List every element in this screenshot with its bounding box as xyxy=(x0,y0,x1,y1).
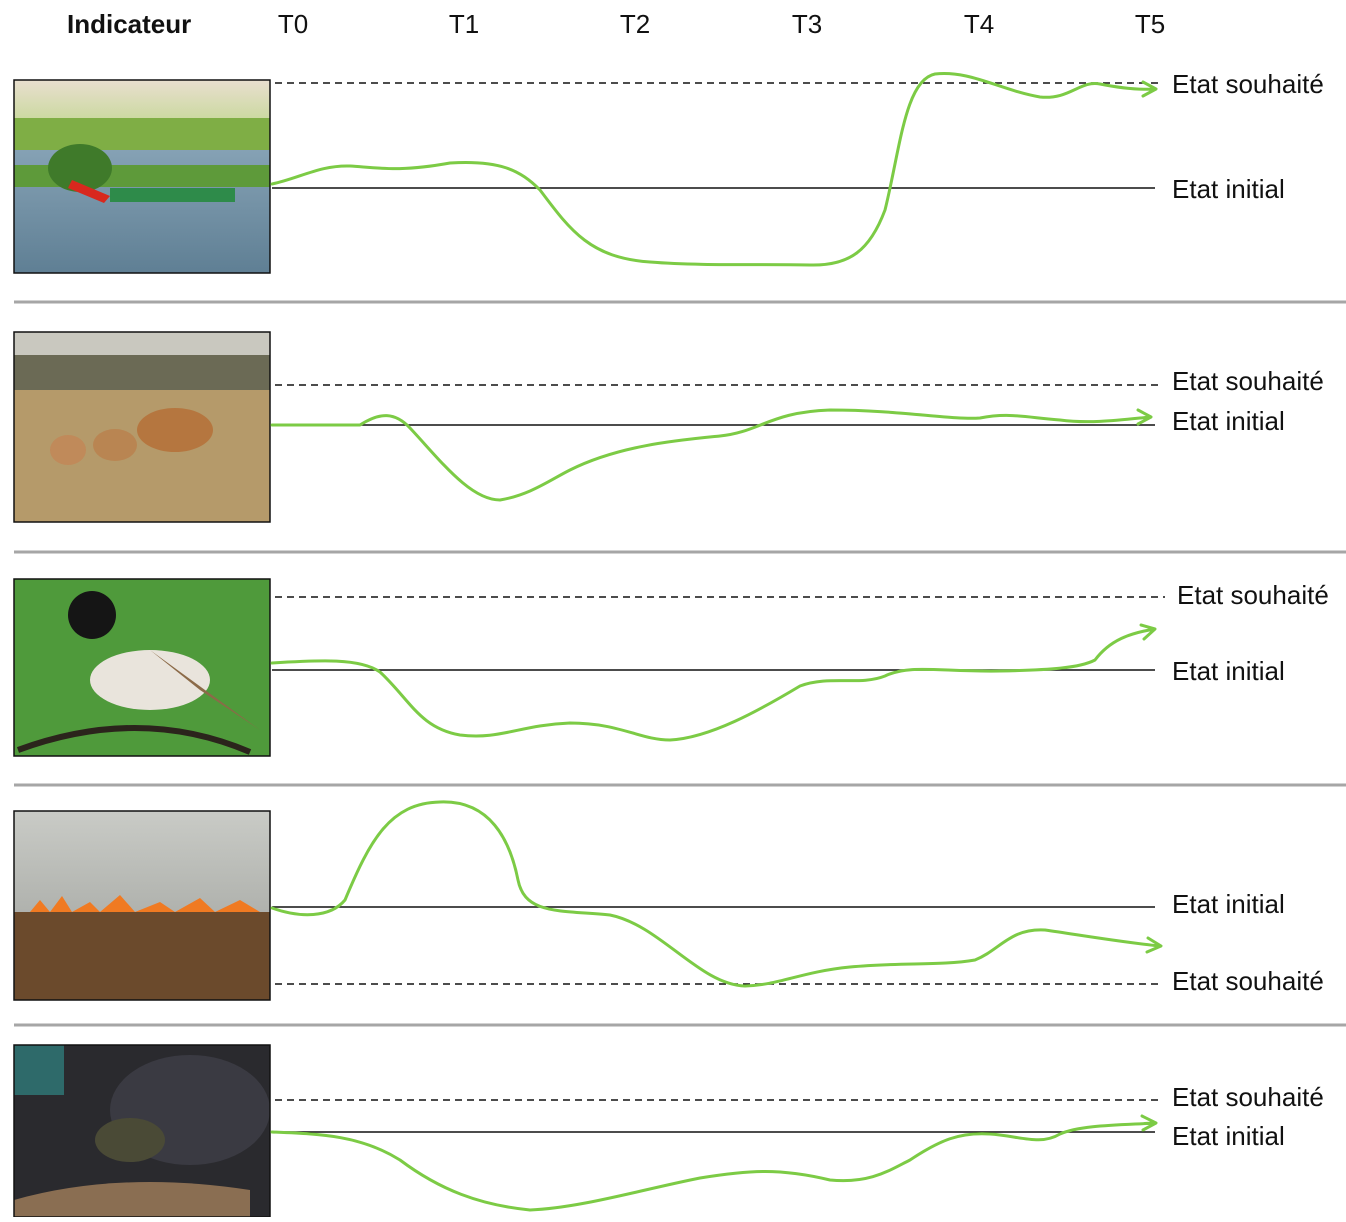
initial-label: Etat initial xyxy=(1172,656,1285,686)
trend-curve xyxy=(270,1114,1158,1212)
initial-label: Etat initial xyxy=(1172,1121,1285,1151)
trend-curve xyxy=(270,623,1157,742)
initial-label: Etat initial xyxy=(1172,889,1285,919)
trend-curve xyxy=(270,800,1163,988)
desired-label: Etat souhaité xyxy=(1172,966,1324,996)
desired-label: Etat souhaité xyxy=(1172,69,1324,99)
period: T3 xyxy=(792,9,822,39)
period: T0 xyxy=(278,9,308,39)
period: T4 xyxy=(964,9,994,39)
row-image xyxy=(13,578,271,757)
row-image xyxy=(13,1044,271,1218)
initial-label: Etat initial xyxy=(1172,174,1285,204)
desired-label: Etat souhaité xyxy=(1172,1082,1324,1112)
desired-label: Etat souhaité xyxy=(1172,366,1324,396)
period: T1 xyxy=(449,9,479,39)
trend-curve xyxy=(270,71,1158,267)
row-image xyxy=(13,79,271,274)
period: T2 xyxy=(620,9,650,39)
header-indicator: Indicateur xyxy=(67,9,191,39)
period: T5 xyxy=(1135,9,1165,39)
initial-label: Etat initial xyxy=(1172,406,1285,436)
desired-label: Etat souhaité xyxy=(1177,580,1329,610)
row-image xyxy=(13,810,271,1001)
trend-curve xyxy=(270,408,1153,502)
row-image xyxy=(13,331,271,523)
